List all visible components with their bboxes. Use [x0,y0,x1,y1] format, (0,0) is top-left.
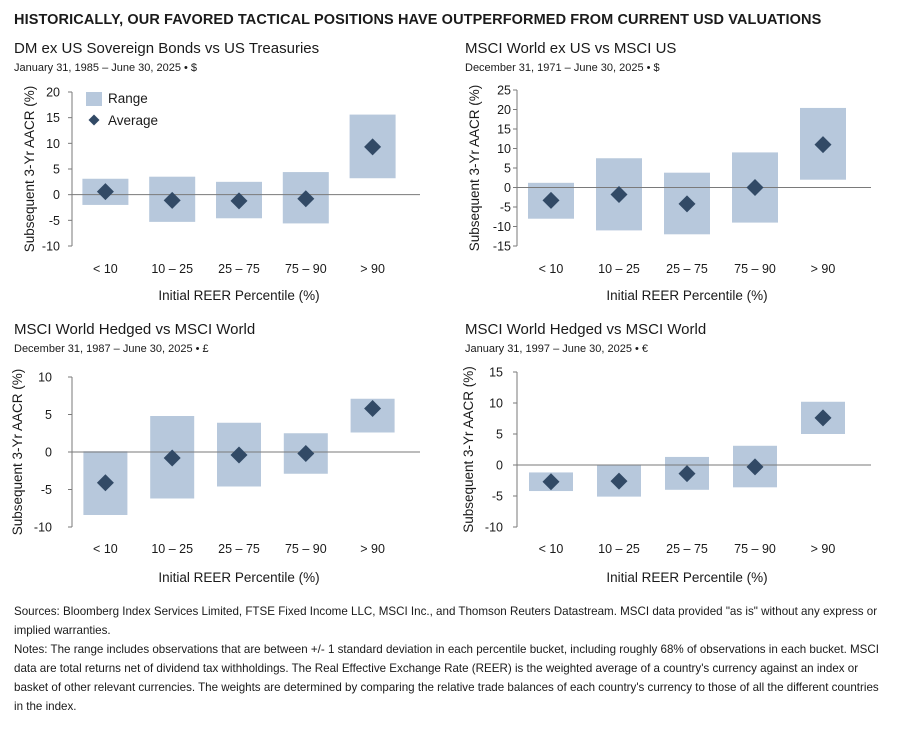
chart-subtitle: January 31, 1997 – June 30, 2025 • € [465,343,649,355]
x-axis-label: Initial REER Percentile (%) [158,288,319,303]
x-tick-label: 75 – 90 [285,262,327,276]
x-tick-label: < 10 [93,262,118,276]
y-tick-label: -10 [493,220,511,234]
x-tick-label: > 90 [811,262,836,276]
average-point [230,192,248,210]
chart-plot: -10 -5 0 5 10 15 20 < 10 10 – 25 25 – 75 75 – 90 > … [22,86,420,303]
x-tick-label: 75 – 90 [734,262,776,276]
y-axis-label: Subsequent 3-Yr AACR (%) [467,85,482,252]
y-tick-label: 15 [497,123,511,137]
x-tick-label: < 10 [539,262,564,276]
average-point [542,473,560,491]
y-axis-label: Subsequent 3-Yr AACR (%) [22,86,37,253]
average-point [678,465,696,483]
x-tick-label: 75 – 90 [734,542,776,556]
average-point [364,138,382,156]
x-tick-label: 25 – 75 [218,542,260,556]
y-tick-label: 15 [489,366,503,380]
chart-plot: -15 -10 -5 0 5 10 15 20 25 < 10 10 – 25 25 – 75 75 –… [467,84,871,303]
y-tick-label: -10 [34,521,52,535]
y-tick-label: 5 [504,162,511,176]
y-tick-label: 5 [53,163,60,177]
y-tick-label: 0 [504,181,511,195]
average-point [610,472,628,490]
average-point [610,186,628,204]
legend-range-swatch [86,92,102,106]
y-tick-label: 0 [53,188,60,202]
y-tick-label: -5 [49,214,60,228]
y-tick-label: 25 [497,84,511,98]
chart-subtitle: December 31, 1971 – June 30, 2025 • $ [465,62,660,74]
chart-panel-hedged-eur: MSCI World Hedged vs MSCI World January … [461,321,901,591]
x-tick-label: < 10 [539,542,564,556]
y-tick-label: -5 [41,483,52,497]
x-tick-label: 25 – 75 [218,262,260,276]
x-tick-label: > 90 [811,542,836,556]
page-headline: HISTORICALLY, OUR FAVORED TACTICAL POSIT… [14,12,822,28]
chart-panel-dm-bonds: DM ex US Sovereign Bonds vs US Treasurie… [14,40,454,310]
y-tick-label: 10 [497,142,511,156]
y-tick-label: 10 [46,137,60,151]
average-point [96,474,114,492]
x-tick-label: 10 – 25 [151,542,193,556]
y-tick-label: 10 [38,371,52,385]
average-point [814,136,832,154]
x-tick-label: < 10 [93,542,118,556]
chart-panel-hedged-gbp: MSCI World Hedged vs MSCI World December… [10,321,454,591]
average-point [163,449,181,467]
x-tick-label: 25 – 75 [666,262,708,276]
y-tick-label: 20 [497,103,511,117]
y-axis-label: Subsequent 3-Yr AACR (%) [461,366,476,533]
average-point [96,183,114,201]
average-point [364,400,382,417]
y-tick-label: 10 [489,397,503,411]
y-tick-label: -5 [500,201,511,215]
chart-title: MSCI World Hedged vs MSCI World [14,321,256,338]
chart-subtitle: December 31, 1987 – June 30, 2025 • £ [14,343,209,355]
y-tick-label: -5 [492,490,503,504]
notes-note: Notes: The range includes observations t… [14,643,880,713]
average-point [230,446,248,464]
x-tick-label: > 90 [360,262,385,276]
y-axis-label: Subsequent 3-Yr AACR (%) [10,369,25,536]
average-point [678,195,696,213]
chart-panel-world-ex-us: MSCI World ex US vs MSCI US December 31,… [465,40,901,310]
average-point [297,190,315,208]
legend-range-label: Range [108,91,148,106]
chart-title: MSCI World ex US vs MSCI US [465,40,677,57]
footnotes: Sources: Bloomberg Index Services Limite… [14,602,884,716]
chart-plot: -10 -5 0 5 10 < 10 10 – 25 25 – 75 75 – 90 > 90 In… [10,369,420,585]
average-point [542,191,560,209]
average-point [814,409,832,427]
x-axis-label: Initial REER Percentile (%) [606,570,767,585]
x-axis-label: Initial REER Percentile (%) [606,288,767,303]
chart-title: MSCI World Hedged vs MSCI World [465,321,707,338]
y-tick-label: -10 [485,521,503,535]
legend-average-swatch [88,114,100,126]
y-tick-label: 5 [45,408,52,422]
average-point [746,179,764,196]
y-tick-label: 0 [45,446,52,460]
average-point [297,445,315,462]
y-tick-label: 5 [496,428,503,442]
y-tick-label: -10 [42,240,60,254]
y-tick-label: 0 [496,459,503,473]
chart-title: DM ex US Sovereign Bonds vs US Treasurie… [14,40,320,57]
average-point [163,191,181,209]
x-tick-label: 10 – 25 [151,262,193,276]
y-tick-label: -15 [493,240,511,254]
y-tick-label: 15 [46,111,60,125]
chart-subtitle: January 31, 1985 – June 30, 2025 • $ [14,62,198,74]
x-tick-label: 10 – 25 [598,542,640,556]
y-tick-label: 20 [46,86,60,100]
average-point [746,458,764,476]
x-tick-label: 25 – 75 [666,542,708,556]
x-tick-label: 10 – 25 [598,262,640,276]
sources-note: Sources: Bloomberg Index Services Limite… [14,605,878,637]
x-tick-label: 75 – 90 [285,542,327,556]
x-axis-label: Initial REER Percentile (%) [158,570,319,585]
legend-average-label: Average [108,113,158,128]
x-tick-label: > 90 [360,542,385,556]
chart-plot: -10 -5 0 5 10 15 < 10 10 – 25 25 – 75 75 – 90 > 90… [461,366,871,585]
